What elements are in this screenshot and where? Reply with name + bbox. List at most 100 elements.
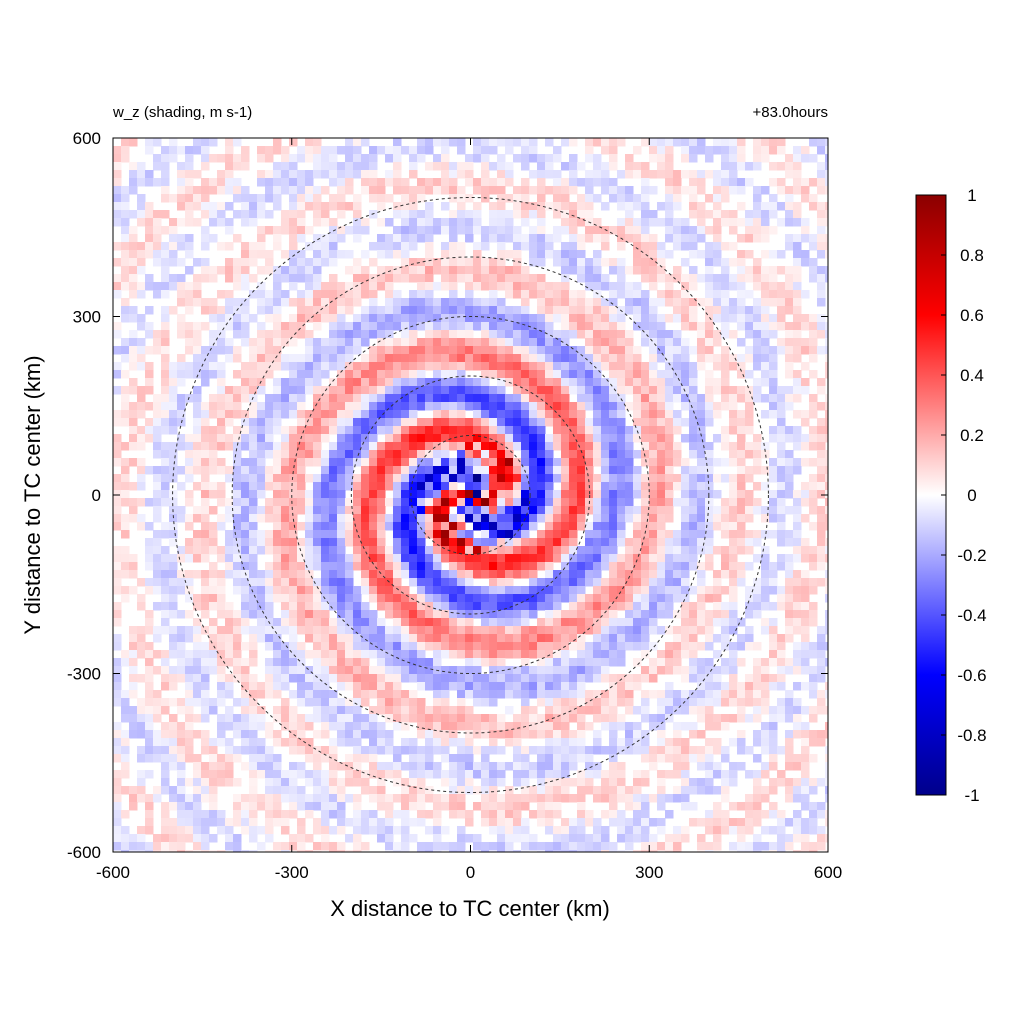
heatmap-cell (817, 170, 826, 179)
heatmap-cell (481, 186, 490, 195)
heatmap-cell (665, 354, 674, 363)
heatmap-cell (721, 242, 730, 251)
heatmap-cell (585, 554, 594, 563)
heatmap-cell (761, 394, 770, 403)
heatmap-cell (281, 674, 290, 683)
heatmap-cell (665, 466, 674, 475)
heatmap-cell (689, 530, 698, 539)
heatmap-cell (825, 642, 828, 651)
heatmap-cell (329, 506, 338, 515)
heatmap-cell (193, 170, 202, 179)
heatmap-cell (769, 498, 778, 507)
heatmap-cell (761, 226, 770, 235)
heatmap-cell (577, 394, 586, 403)
heatmap-cell (265, 298, 274, 307)
heatmap-cell (801, 378, 810, 387)
heatmap-cell (353, 266, 362, 275)
heatmap-cell (401, 570, 410, 579)
heatmap-cell (617, 226, 626, 235)
heatmap-cell (353, 490, 362, 499)
heatmap-cell (673, 234, 682, 243)
heatmap-cell (353, 338, 362, 347)
heatmap-cell (449, 642, 458, 651)
heatmap-cell (753, 298, 762, 307)
heatmap-cell (433, 498, 442, 507)
heatmap-cell (417, 378, 426, 387)
heatmap-cell (673, 290, 682, 299)
heatmap-cell (769, 650, 778, 659)
heatmap-cell (425, 522, 434, 531)
heatmap-cell (417, 586, 426, 595)
heatmap-cell (289, 402, 298, 411)
heatmap-cell (809, 650, 818, 659)
heatmap-cell (177, 466, 186, 475)
heatmap-cell (641, 178, 650, 187)
heatmap-cell (297, 226, 306, 235)
heatmap-cell (785, 330, 794, 339)
heatmap-cell (793, 498, 802, 507)
heatmap-cell (721, 386, 730, 395)
heatmap-cell (553, 330, 562, 339)
heatmap-cell (345, 282, 354, 291)
heatmap-cell (161, 546, 170, 555)
heatmap-cell (689, 546, 698, 555)
heatmap-cell (729, 306, 738, 315)
heatmap-cell (265, 210, 274, 219)
heatmap-cell (521, 626, 530, 635)
heatmap-cell (313, 426, 322, 435)
heatmap-cell (273, 674, 282, 683)
heatmap-cell (273, 506, 282, 515)
heatmap-cell (529, 138, 538, 147)
heatmap-cell (489, 234, 498, 243)
heatmap-cell (249, 482, 258, 491)
heatmap-cell (729, 674, 738, 683)
heatmap-cell (433, 586, 442, 595)
heatmap-cell (385, 338, 394, 347)
heatmap-cell (457, 322, 466, 331)
heatmap-cell (705, 282, 714, 291)
heatmap-cell (537, 386, 546, 395)
heatmap-cell (497, 682, 506, 691)
heatmap-cell (705, 298, 714, 307)
heatmap-cell (777, 514, 786, 523)
heatmap-cell (785, 426, 794, 435)
heatmap-cell (137, 250, 146, 259)
heatmap-cell (793, 154, 802, 163)
heatmap-cell (449, 242, 458, 251)
heatmap-cell (321, 162, 330, 171)
heatmap-cell (529, 426, 538, 435)
heatmap-cell (753, 146, 762, 155)
heatmap-cell (225, 418, 234, 427)
heatmap-cell (257, 618, 266, 627)
heatmap-cell (465, 482, 474, 491)
heatmap-cell (369, 634, 378, 643)
heatmap-cell (609, 418, 618, 427)
heatmap-cell (361, 514, 370, 523)
heatmap-cell (185, 322, 194, 331)
heatmap-cell (457, 650, 466, 659)
heatmap-cell (289, 170, 298, 179)
heatmap-cell (537, 546, 546, 555)
heatmap-cell (233, 330, 242, 339)
heatmap-cell (433, 490, 442, 499)
heatmap-cell (113, 178, 122, 187)
heatmap-cell (281, 466, 290, 475)
heatmap-cell (697, 410, 706, 419)
heatmap-cell (569, 658, 578, 667)
heatmap-cell (433, 578, 442, 587)
heatmap-cell (393, 554, 402, 563)
heatmap-cell (561, 658, 570, 667)
heatmap-cell (249, 450, 258, 459)
heatmap-cell (665, 410, 674, 419)
heatmap-cell (465, 394, 474, 403)
heatmap-cell (681, 154, 690, 163)
heatmap-cell (329, 642, 338, 651)
heatmap-cell (753, 666, 762, 675)
heatmap-cell (689, 434, 698, 443)
heatmap-cell (601, 602, 610, 611)
heatmap-cell (665, 170, 674, 179)
heatmap-cell (377, 538, 386, 547)
heatmap-cell (673, 298, 682, 307)
heatmap-cell (393, 546, 402, 555)
heatmap-cell (697, 426, 706, 435)
